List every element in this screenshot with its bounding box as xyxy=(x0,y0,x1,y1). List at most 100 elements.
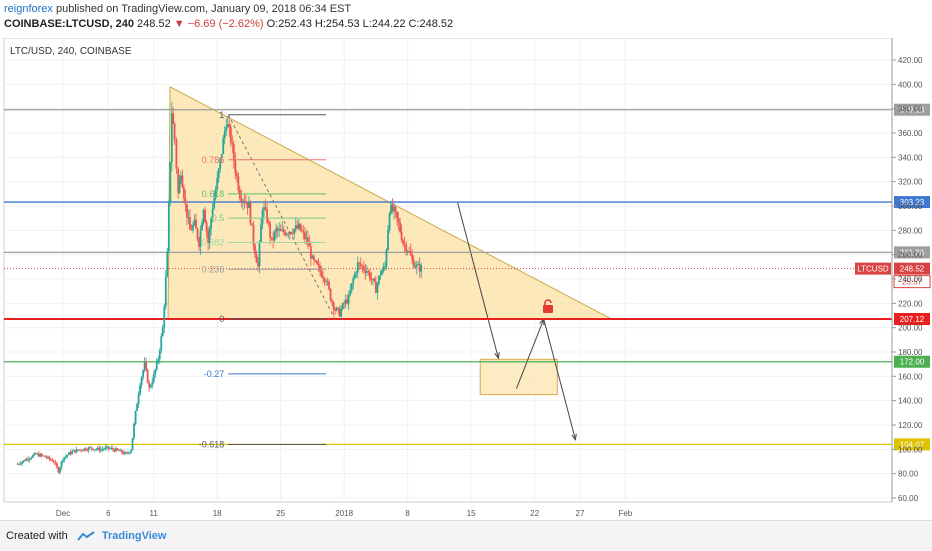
target-box xyxy=(479,358,558,396)
arrow-head xyxy=(494,352,500,360)
y-tick-label: 340.00 xyxy=(898,153,923,162)
candle-body xyxy=(405,244,408,252)
candle-body xyxy=(148,382,151,388)
candle-body xyxy=(378,275,380,284)
y-tick-label: 80.00 xyxy=(898,470,919,479)
level-tag xyxy=(894,246,930,259)
y-tick-label: 180.00 xyxy=(898,348,923,357)
candle-body xyxy=(34,453,37,455)
candle-body xyxy=(375,281,377,293)
candle-body xyxy=(172,113,175,124)
candle-body xyxy=(42,455,45,457)
candle-body xyxy=(365,271,368,273)
candle-body xyxy=(384,266,386,268)
candle-body xyxy=(251,223,253,226)
candle-body xyxy=(93,449,96,451)
candle-body xyxy=(143,361,146,371)
candle-body xyxy=(167,202,170,252)
candle-body xyxy=(414,267,417,268)
candle-body xyxy=(92,448,95,451)
y-tick-label: 60.00 xyxy=(898,494,919,503)
candle-body xyxy=(394,206,397,212)
fib-label: -0.618 xyxy=(199,439,225,449)
candle-body xyxy=(272,238,275,241)
candle-body xyxy=(313,256,315,261)
candle-body xyxy=(53,461,55,463)
symbol-name: COINBASE:LTCUSD, 240 xyxy=(4,18,134,30)
candle-body xyxy=(293,229,296,234)
level-tag xyxy=(894,438,930,451)
candle-body xyxy=(36,453,39,455)
candle-body xyxy=(57,467,60,473)
candle-body xyxy=(285,233,288,236)
x-tick-label: 18 xyxy=(213,509,222,518)
candle-body xyxy=(81,450,84,452)
candle-body xyxy=(181,175,184,188)
candle-body xyxy=(361,265,364,267)
chart-header: reignforex published on TradingView.com,… xyxy=(0,0,932,38)
candle-body xyxy=(350,283,353,291)
candle-body xyxy=(320,271,323,277)
candle-body xyxy=(243,200,246,203)
candle-body xyxy=(264,207,267,210)
candle-body xyxy=(87,447,90,451)
symbol-tag-label: LTCUSD xyxy=(857,265,889,274)
tradingview-logo-icon xyxy=(77,531,95,541)
candle-body xyxy=(113,449,116,452)
last-price: 248.52 xyxy=(137,18,171,30)
candle-body xyxy=(338,308,341,317)
candle-body xyxy=(146,369,149,383)
candle-body xyxy=(249,201,252,224)
candle-body xyxy=(90,447,93,449)
publisher-name[interactable]: reignforex xyxy=(4,3,53,15)
candle-body xyxy=(133,423,135,438)
candle-body xyxy=(335,307,338,311)
candle-body xyxy=(122,452,125,454)
candle-body xyxy=(273,231,276,241)
candle-body xyxy=(353,273,356,279)
candle-body xyxy=(27,458,30,460)
price-chart[interactable]: 379.13 303.23 261.86 207.12 172.00 104.07 LTCU… xyxy=(0,38,932,520)
candle-body xyxy=(258,242,261,267)
y-tick-label: 300.00 xyxy=(898,202,923,211)
candle-body xyxy=(25,458,28,461)
tradingview-brand[interactable]: TradingView xyxy=(101,530,167,542)
candle-body xyxy=(400,231,403,241)
candle-body xyxy=(208,228,211,243)
candle-body xyxy=(214,189,217,199)
candle-body xyxy=(80,449,83,451)
candle-body xyxy=(173,123,176,140)
candle-body xyxy=(317,264,320,266)
candle-body xyxy=(71,451,73,455)
y-tick-label: 120.00 xyxy=(898,421,923,430)
candle-body xyxy=(108,448,111,450)
candle-body xyxy=(359,263,362,266)
candle-body xyxy=(39,454,42,457)
candle-body xyxy=(311,256,314,259)
candle-body xyxy=(68,452,70,455)
candle-body xyxy=(254,245,256,255)
candle-body xyxy=(154,369,157,375)
level-lines: 379.13 303.23 261.86 207.12 172.00 104.07 LTCU… xyxy=(4,103,931,451)
candle-body xyxy=(275,228,278,232)
candle-body xyxy=(46,456,49,458)
level-tag-label: 104.07 xyxy=(900,440,925,449)
candle-body xyxy=(331,300,333,303)
candle-body xyxy=(65,455,67,458)
candle-body xyxy=(267,221,270,224)
candle-body xyxy=(347,294,350,304)
candle-body xyxy=(399,222,402,232)
candle-body xyxy=(382,266,385,271)
candle-body xyxy=(266,209,268,222)
candle-body xyxy=(130,450,132,453)
candle-body xyxy=(305,237,308,240)
candle-body xyxy=(28,458,31,460)
candle-body xyxy=(60,461,63,468)
lock-icon[interactable] xyxy=(543,299,553,313)
candle-body xyxy=(33,453,36,456)
arrow-head xyxy=(571,433,577,441)
candle-body xyxy=(349,290,352,295)
candle-body xyxy=(180,175,182,180)
candle-body xyxy=(252,225,255,246)
candle-body xyxy=(406,251,409,252)
